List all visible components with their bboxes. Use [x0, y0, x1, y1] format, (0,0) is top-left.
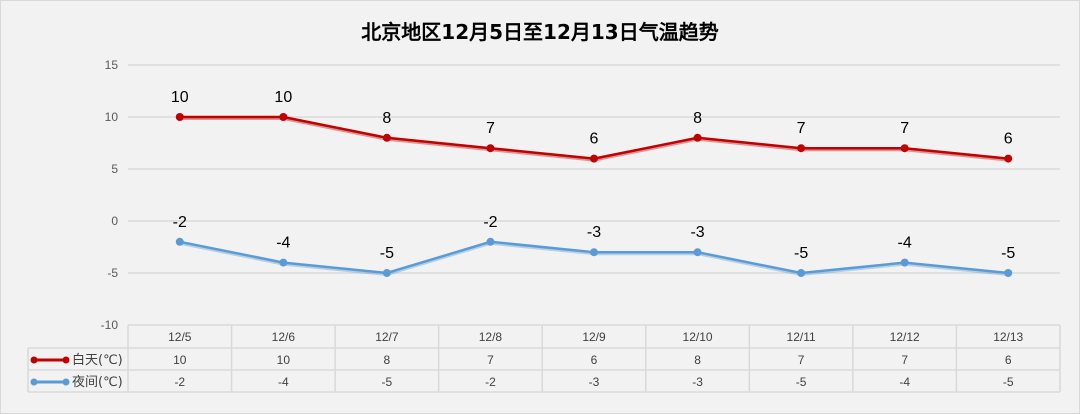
y-tick-label: 5	[111, 162, 118, 176]
legend-marker-0	[62, 356, 70, 364]
x-category-label: 12/5	[168, 330, 192, 344]
data-point	[486, 237, 495, 246]
data-point	[382, 133, 391, 142]
chart-title: 北京地区12月5日至12月13日气温趋势	[361, 20, 719, 44]
x-category-label: 12/6	[272, 330, 296, 344]
data-point	[486, 144, 495, 153]
x-category-label: 12/11	[787, 330, 816, 344]
table-cell-value: -5	[1003, 375, 1014, 389]
table-cell-value: -2	[485, 375, 496, 389]
data-point	[590, 154, 598, 163]
x-category-label: 12/13	[993, 330, 1023, 344]
data-point	[797, 269, 806, 277]
table-cell-value: 7	[798, 353, 805, 367]
data-point	[590, 248, 598, 257]
table-cell-value: -4	[899, 375, 910, 389]
table-cell-value: 7	[901, 353, 908, 367]
x-category-label: 12/8	[479, 330, 503, 344]
y-tick-label: 10	[105, 110, 119, 124]
table-cell-value: -5	[796, 375, 807, 389]
table-cell-value: 8	[384, 353, 391, 367]
data-point	[1004, 154, 1013, 163]
table-cell-value: 6	[591, 353, 598, 367]
y-tick-label: 0	[111, 214, 118, 228]
data-label: 8	[693, 110, 702, 127]
data-label: 10	[171, 89, 189, 106]
y-tick-label: 15	[105, 58, 119, 72]
table-cell-value: 10	[277, 353, 291, 367]
data-label: -2	[173, 214, 187, 231]
x-category-label: 12/9	[582, 330, 606, 344]
y-tick-label: -10	[101, 318, 119, 332]
data-label: 6	[1004, 131, 1013, 148]
legend-label: 白天(℃)	[72, 352, 123, 368]
data-point	[900, 144, 909, 153]
data-label: -5	[794, 245, 808, 262]
table-cell-value: -2	[174, 375, 185, 389]
data-point	[175, 113, 184, 121]
table-cell-value: 10	[173, 353, 187, 367]
table-cell-value: 8	[694, 353, 701, 367]
x-category-label: 12/12	[890, 330, 920, 344]
data-label: 7	[900, 120, 909, 137]
data-label: -4	[898, 235, 912, 252]
legend-marker-0	[30, 356, 38, 364]
data-label: 6	[590, 131, 599, 148]
data-point	[279, 258, 288, 267]
data-point	[382, 269, 391, 277]
data-point	[693, 248, 702, 257]
table-cell-value: 7	[487, 353, 494, 367]
x-category-label: 12/10	[683, 330, 713, 344]
legend-marker-1	[30, 378, 38, 386]
y-tick-label: -5	[107, 266, 118, 280]
series-line-1	[179, 240, 1009, 275]
data-point	[175, 237, 184, 246]
data-label: -3	[587, 224, 601, 241]
legend-label: 夜间(℃)	[72, 375, 123, 390]
data-point	[900, 258, 909, 267]
table-cell-value: -3	[589, 375, 600, 389]
data-label: -3	[690, 224, 704, 241]
legend-marker-1	[62, 378, 70, 386]
data-label: -5	[380, 245, 394, 262]
data-label: 8	[382, 110, 391, 127]
table-cell-value: -3	[692, 375, 703, 389]
data-point	[279, 113, 288, 121]
table-cell-value: -4	[278, 375, 289, 389]
table-cell-value: 6	[1005, 353, 1012, 367]
data-label: -4	[276, 235, 290, 252]
data-label: 7	[486, 120, 495, 137]
data-point	[797, 144, 806, 153]
data-label: -2	[483, 214, 497, 231]
data-label: 7	[797, 120, 806, 137]
data-point	[693, 133, 702, 142]
data-point	[1004, 269, 1013, 277]
data-label: -5	[1001, 245, 1015, 262]
x-category-label: 12/7	[375, 330, 399, 344]
table-cell-value: -5	[382, 375, 393, 389]
data-label: 10	[274, 89, 292, 106]
